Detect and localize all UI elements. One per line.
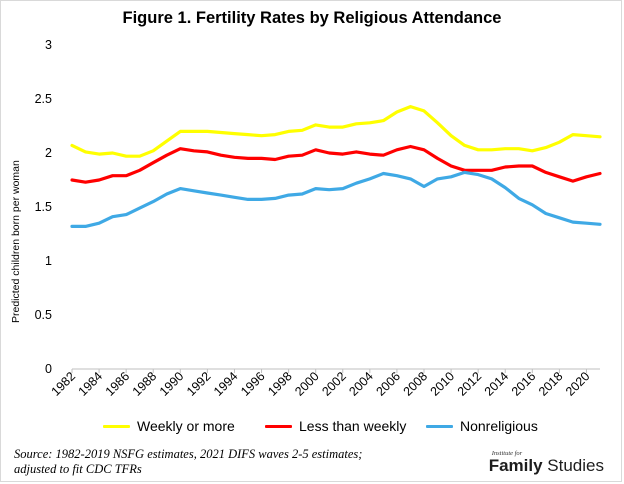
legend-item-less-than-weekly: Less than weekly (265, 418, 406, 434)
legend-swatch-weekly (103, 424, 130, 428)
x-tick-label: 2020 (563, 369, 593, 399)
x-tick-label: 1988 (130, 369, 160, 399)
x-tick-label: 2002 (319, 369, 349, 399)
x-tick-label: 2010 (428, 369, 458, 399)
y-tick-label: 1.5 (35, 200, 52, 214)
source-line-2: adjusted to fit CDC TFRs (14, 462, 142, 476)
legend-label-less-than-weekly: Less than weekly (299, 418, 407, 434)
logo-small-text: Institute for (491, 450, 523, 457)
legend-item-nonreligious: Nonreligious (426, 418, 538, 434)
y-tick-label: 0.5 (35, 308, 52, 322)
x-tick-label: 2004 (346, 369, 376, 399)
legend: Weekly or more Less than weekly Nonrelig… (0, 418, 624, 440)
x-tick-label: 2016 (509, 369, 539, 399)
x-tick-label: 1994 (211, 369, 241, 399)
y-tick-label: 0 (45, 362, 52, 376)
legend-item-weekly: Weekly or more (103, 418, 235, 434)
legend-label-weekly: Weekly or more (137, 418, 235, 434)
y-tick-label: 2.5 (35, 92, 52, 106)
source-line-1: Source: 1982-2019 NSFG estimates, 2021 D… (14, 447, 363, 461)
x-tick-label: 2012 (455, 369, 485, 399)
logo-regular-text: Studies (542, 456, 604, 475)
series-line-weekly-or-more (70, 104, 602, 158)
series-line-less-than-weekly (70, 144, 602, 184)
y-tick-label: 1 (45, 254, 52, 268)
chart-title: Figure 1. Fertility Rates by Religious A… (122, 9, 502, 27)
x-tick-label: 2008 (401, 369, 431, 399)
x-tick-label: 2006 (373, 369, 403, 399)
x-tick-label: 2018 (536, 369, 566, 399)
x-tick-label: 1986 (103, 369, 133, 399)
x-tick-label: 1982 (49, 369, 79, 399)
x-tick-label: 1990 (157, 369, 187, 399)
x-tick-label: 1996 (238, 369, 268, 399)
institute-logo: Institute for Family Studies (489, 450, 604, 475)
logo-wordmark: Family Studies (489, 457, 604, 475)
x-tick-label: 1992 (184, 369, 214, 399)
y-tick-label: 2 (45, 146, 52, 160)
x-tick-label: 1998 (265, 369, 295, 399)
x-tick-label: 2014 (482, 369, 512, 399)
series-line-nonreligious (70, 170, 602, 228)
legend-label-nonreligious: Nonreligious (460, 418, 538, 434)
x-tick-label: 2000 (292, 369, 322, 399)
legend-swatch-nonreligious (426, 424, 453, 428)
legend-swatch-less-than-weekly (265, 424, 292, 428)
x-tick-label: 1984 (76, 369, 106, 399)
logo-bold-text: Family (488, 456, 543, 475)
y-tick-label: 3 (45, 38, 52, 52)
source-note: Source: 1982-2019 NSFG estimates, 2021 D… (14, 447, 362, 477)
